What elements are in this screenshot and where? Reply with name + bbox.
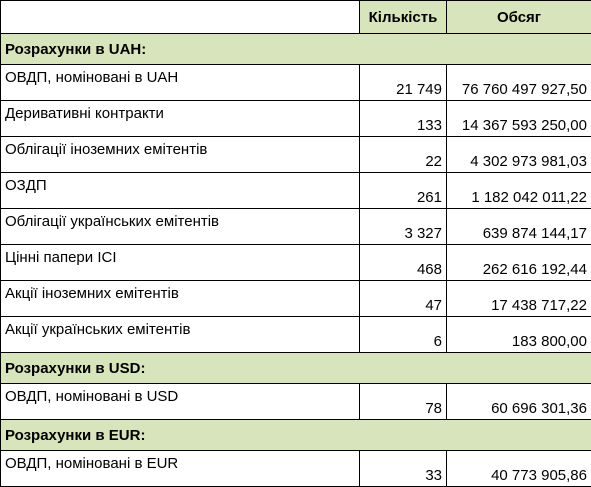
row-volume: 1 182 042 011,22: [447, 173, 591, 209]
row-count: 78: [360, 384, 447, 420]
row-volume: 639 874 144,17: [447, 209, 591, 245]
row-name: ОВДП, номіновані в EUR: [1, 451, 360, 487]
row-volume: 76 760 497 927,50: [447, 65, 591, 101]
header-blank-cell: [1, 1, 360, 34]
row-name: Цінні папери ІСІ: [1, 245, 360, 281]
section-row-usd: Розрахунки в USD:: [1, 353, 591, 384]
row-volume: 14 367 593 250,00: [447, 101, 591, 137]
row-volume: 262 616 192,44: [447, 245, 591, 281]
table-row: ОВДП, номіновані в EUR 33 40 773 905,86: [1, 451, 591, 487]
table-row: Акції українських емітентів 6 183 800,00: [1, 317, 591, 353]
row-volume: 60 696 301,36: [447, 384, 591, 420]
row-volume: 183 800,00: [447, 317, 591, 353]
row-name: Облігації іноземних емітентів: [1, 137, 360, 173]
row-name: ОЗДП: [1, 173, 360, 209]
row-count: 22: [360, 137, 447, 173]
section-title: Розрахунки в EUR:: [1, 420, 591, 451]
header-volume: Обсяг: [447, 1, 591, 34]
row-count: 33: [360, 451, 447, 487]
table-row: Облігації іноземних емітентів 22 4 302 9…: [1, 137, 591, 173]
table-row: Деривативні контракти 133 14 367 593 250…: [1, 101, 591, 137]
table-row: ОВДП, номіновані в UAH 21 749 76 760 497…: [1, 65, 591, 101]
table-row: ОВДП, номіновані в USD 78 60 696 301,36: [1, 384, 591, 420]
row-count: 468: [360, 245, 447, 281]
section-title: Розрахунки в UAH:: [1, 34, 591, 65]
row-name: Облігації українських емітентів: [1, 209, 360, 245]
table-row: Цінні папери ІСІ 468 262 616 192,44: [1, 245, 591, 281]
section-row-uah: Розрахунки в UAH:: [1, 34, 591, 65]
row-volume: 17 438 717,22: [447, 281, 591, 317]
row-volume: 40 773 905,86: [447, 451, 591, 487]
table-row: ОЗДП 261 1 182 042 011,22: [1, 173, 591, 209]
header-row: Кількість Обсяг: [1, 1, 591, 34]
header-count: Кількість: [360, 1, 447, 34]
row-name: Акції українських емітентів: [1, 317, 360, 353]
row-count: 47: [360, 281, 447, 317]
row-volume: 4 302 973 981,03: [447, 137, 591, 173]
table-row: Облігації українських емітентів 3 327 63…: [1, 209, 591, 245]
row-count: 21 749: [360, 65, 447, 101]
row-count: 133: [360, 101, 447, 137]
row-count: 261: [360, 173, 447, 209]
section-row-eur: Розрахунки в EUR:: [1, 420, 591, 451]
table-row: Акції іноземних емітентів 47 17 438 717,…: [1, 281, 591, 317]
row-name: ОВДП, номіновані в UAH: [1, 65, 360, 101]
row-count: 3 327: [360, 209, 447, 245]
row-name: ОВДП, номіновані в USD: [1, 384, 360, 420]
row-count: 6: [360, 317, 447, 353]
row-name: Деривативні контракти: [1, 101, 360, 137]
section-title: Розрахунки в USD:: [1, 353, 591, 384]
row-name: Акції іноземних емітентів: [1, 281, 360, 317]
